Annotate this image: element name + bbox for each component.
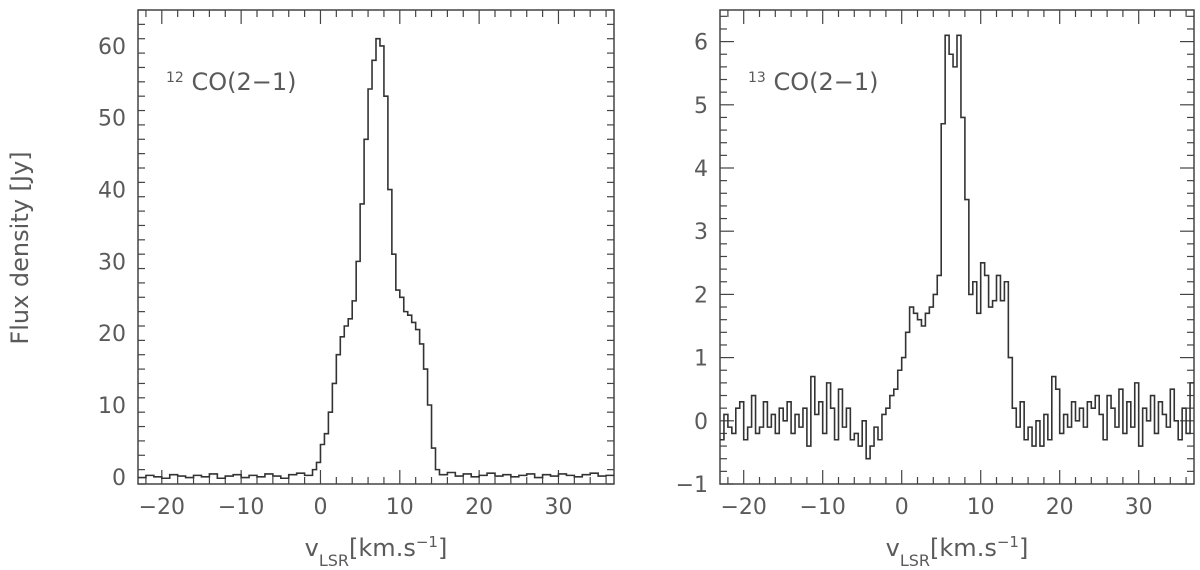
x-tick-label: 0: [313, 495, 327, 520]
x-tick-label: 20: [465, 495, 493, 520]
x-tick-label: 10: [386, 495, 414, 520]
left-panel-label-sup: 12: [166, 70, 184, 86]
left-series-line: [138, 37, 614, 480]
left-x-ticks: −20 −10 0 10 20 30: [139, 10, 607, 520]
right-x-axis-title-units: [km.s: [930, 534, 997, 562]
right-panel-label-sup: 13: [748, 70, 766, 86]
left-panel: −20 −10 0 10 20 30 0 10 20 30 40 50 60 12 CO(2−1) v…: [6, 9, 615, 570]
left-x-axis-title-units-end: ]: [438, 534, 447, 562]
y-tick-label: 30: [98, 250, 126, 275]
y-tick-label: 0: [694, 410, 708, 435]
right-series-line: [720, 34, 1194, 460]
y-tick-label: 1: [694, 347, 708, 372]
x-tick-label: −20: [139, 495, 185, 520]
x-tick-label: 30: [1125, 495, 1153, 520]
y-tick-label: 0: [112, 466, 126, 491]
right-x-axis-title-units-sup: −1: [997, 533, 1019, 551]
y-tick-label: 50: [98, 107, 126, 132]
left-x-axis-title-units-sup: −1: [416, 533, 438, 551]
x-tick-label: 0: [895, 495, 909, 520]
left-y-axis-title: Flux density [Jy]: [6, 151, 34, 344]
y-tick-label: 20: [98, 322, 126, 347]
right-x-axis-title-sub: LSR: [900, 551, 930, 570]
right-panel-label-main: CO(2−1): [773, 68, 878, 96]
right-x-axis-title: vLSR[km.s−1]: [886, 533, 1029, 570]
left-panel-label-main: CO(2−1): [191, 68, 296, 96]
right-panel-label: 13 CO(2−1): [748, 68, 879, 96]
x-tick-label: −10: [799, 495, 845, 520]
x-tick-label: 20: [1046, 495, 1074, 520]
y-tick-label: 10: [98, 394, 126, 419]
y-tick-label: 6: [694, 31, 708, 56]
y-tick-label: 4: [694, 157, 708, 182]
left-panel-label: 12 CO(2−1): [166, 68, 297, 96]
right-x-axis-title-main: v: [886, 534, 900, 562]
x-tick-label: −10: [218, 495, 264, 520]
left-x-axis-title-units: [km.s: [349, 534, 416, 562]
left-y-ticks: 0 10 20 30 40 50 60: [98, 9, 614, 491]
x-tick-label: 10: [967, 495, 995, 520]
y-tick-label: 40: [98, 179, 126, 204]
right-plot-frame: [719, 9, 1195, 485]
y-tick-label: 2: [694, 283, 708, 308]
y-tick-label: 60: [98, 35, 126, 60]
left-x-axis-title-sub: LSR: [319, 551, 349, 570]
right-x-axis-title-units-end: ]: [1019, 534, 1028, 562]
right-y-ticks: −1 0 1 2 3 4 5 6: [676, 15, 1194, 498]
x-tick-label: 30: [544, 495, 572, 520]
left-x-axis-title-main: v: [305, 534, 319, 562]
y-tick-label: 3: [694, 220, 708, 245]
x-tick-label: −20: [720, 495, 766, 520]
left-plot-frame: [137, 9, 615, 485]
y-tick-label: 5: [694, 94, 708, 119]
right-x-ticks: −20 −10 0 10 20 30: [720, 10, 1187, 520]
y-tick-label: −1: [676, 473, 708, 498]
left-x-axis-title: vLSR[km.s−1]: [305, 533, 448, 570]
